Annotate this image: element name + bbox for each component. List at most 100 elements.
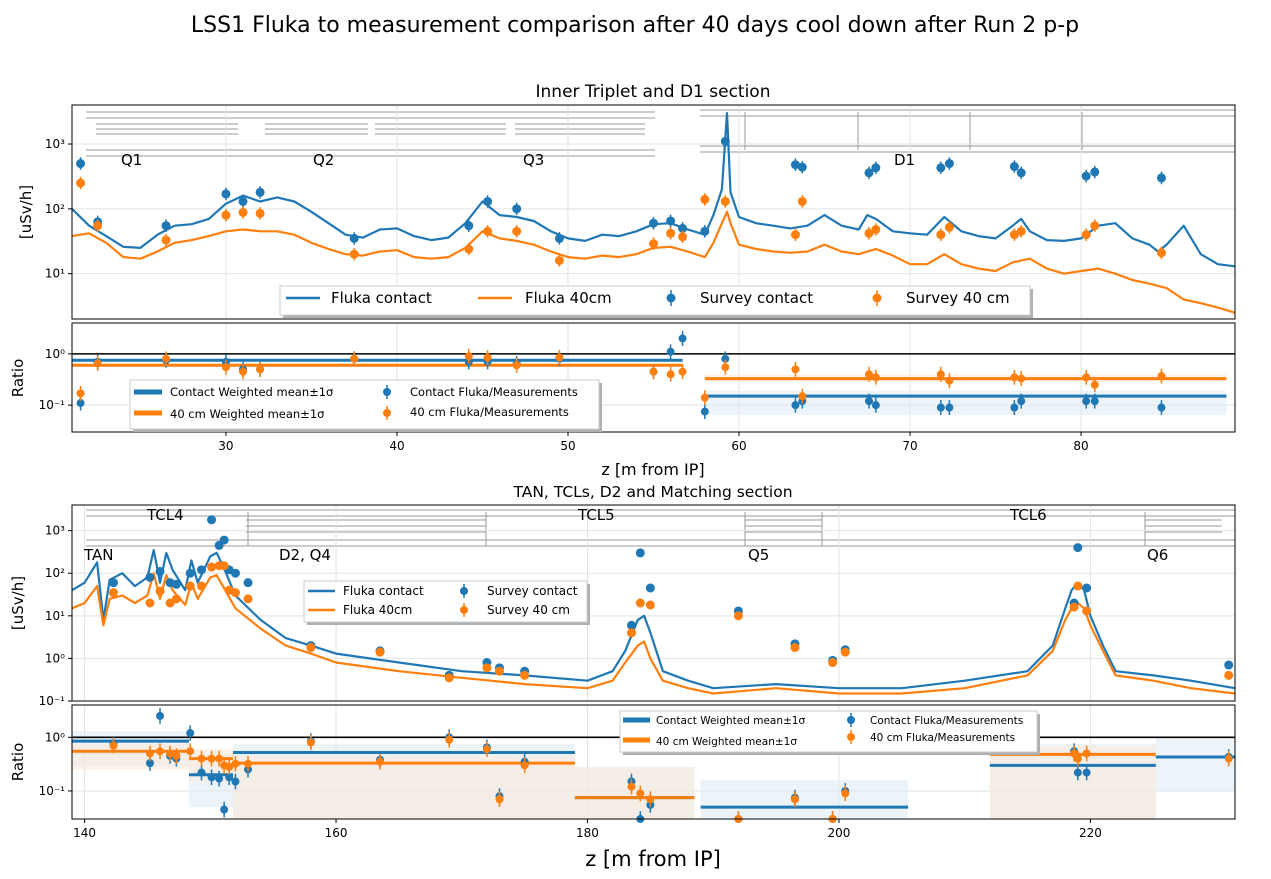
ratio-point-contact [1090,397,1099,406]
survey-point-contact [512,204,522,214]
survey-point-cm40 [482,663,492,673]
ratio-point-cm40 [936,370,945,379]
survey-point-contact [649,218,658,228]
ratio-point-contact [145,759,154,768]
survey-point-contact [238,196,248,206]
ratio-point-cm40 [1090,380,1099,389]
survey-point-cm40 [1009,230,1019,240]
ratio-point-contact [1082,397,1091,406]
bottom-dose-legend: Fluka contact Fluka 40cm Survey contact … [303,580,590,625]
survey-point-cm40 [197,581,207,591]
bottom-ratio-frame [71,704,1236,820]
ratio-point-cm40 [646,795,655,804]
bottom-dose-ylabel: [uSv/h] [9,576,27,630]
ratio-point-contact [700,407,709,416]
survey-point-contact [171,579,181,589]
legend-label: Survey contact [700,289,813,307]
survey-point-cm40 [1156,248,1166,258]
survey-point-contact [1156,173,1166,183]
survey-point-cm40 [444,673,454,683]
legend-marker-contact-ratio [847,716,855,724]
top-ratio-bands [72,353,1235,415]
ratio-point-contact [1010,403,1019,412]
survey-point-cm40 [700,194,710,204]
fluka-line-cm40 [71,210,1236,314]
survey-point-cm40 [145,598,155,608]
survey-point-cm40 [864,228,874,238]
ratio-point-cm40 [1017,374,1026,383]
ratio-point-cm40 [700,393,709,402]
survey-point-cm40 [733,611,743,621]
survey-point-contact [678,223,688,233]
weighted-mean-band-40cm [574,766,695,819]
survey-point-cm40 [520,670,530,680]
legend-label: Contact Weighted mean±1σ [170,385,333,399]
ratio-point-contact [1157,403,1166,412]
survey-point-contact [1081,171,1091,181]
magnet-label-q5: Q5 [748,546,769,564]
legend-label: Survey 40 cm [906,289,1010,307]
dose-ytick-label: 10¹ [45,267,65,281]
xtick-label: 30 [218,439,233,453]
survey-point-cm40 [108,588,118,598]
legend-marker-survey-40cm [460,606,468,614]
ratio-point-cm40 [841,789,850,798]
survey-point-contact [76,159,86,169]
ratio-point-cm40 [221,363,230,372]
survey-point-contact [483,196,493,206]
xtick-label: 140 [73,826,96,840]
magnet-label-d2q4: D2, Q4 [279,546,331,564]
ratio-point-cm40 [555,353,564,362]
ratio-point-cm40 [1073,754,1082,763]
ratio-point-cm40 [215,754,224,763]
ratio-point-cm40 [231,759,240,768]
top-ratio-yticks: 10⁻¹ 10⁰ [39,347,72,412]
xtick-label: 60 [731,439,746,453]
figure-suptitle: LSS1 Fluka to measurement comparison aft… [191,13,1079,38]
weighted-mean-band-contact [704,390,1227,415]
survey-point-cm40 [221,210,231,220]
survey-point-contact [626,620,636,630]
ratio-point-contact [186,729,195,738]
ratio-point-contact [1073,768,1082,777]
legend-label: 40 cm Weighted mean±1σ [656,736,797,748]
survey-point-contact [700,226,710,236]
top-ratio-frame [71,322,1236,433]
legend-label: Fluka 40cm [343,603,412,617]
survey-point-contact [554,233,564,243]
ratio-point-cm40 [1082,373,1091,382]
top-dose-ylabel: [uSv/h] [17,185,35,239]
survey-point-cm40 [161,235,171,245]
ratio-point-cm40 [520,761,529,770]
survey-point-contact [1082,583,1092,593]
survey-point-contact [864,168,874,178]
survey-point-cm40 [349,249,359,259]
survey-point-cm40 [790,643,800,653]
survey-point-cm40 [936,230,946,240]
ratio-point-cm40 [636,789,645,798]
xtick-label: 80 [1073,439,1088,453]
top-dose-panel: Inner Triplet and D1 section 10¹ 10² 10³ Q… [17,82,1236,320]
magnet-label-q3: Q3 [523,151,544,169]
ratio-point-contact [220,805,229,814]
survey-point-cm40 [93,221,103,231]
ratio-point-cm40 [350,354,359,363]
legend-box [619,710,1038,753]
bottom-dose-frame [71,504,1236,702]
bottom-dose-panel: TAN, TCLs, D2 and Matching section 10⁻¹1… [9,483,1236,708]
survey-point-contact [666,216,676,226]
ratio-point-cm40 [864,370,873,379]
legend-box [279,285,1031,316]
top-ratio-legend: Contact Weighted mean±1σ 40 cm Weighted … [129,379,602,432]
ratio-point-contact [1082,768,1091,777]
ratio-point-cm40 [1010,373,1019,382]
survey-point-cm40 [1016,226,1026,236]
ratio-point-cm40 [678,367,687,376]
survey-point-cm40 [1069,602,1079,612]
survey-point-cm40 [797,196,807,206]
survey-point-cm40 [219,561,229,571]
survey-point-cm40 [255,208,265,218]
magnet-label-q1: Q1 [121,151,142,169]
survey-point-cm40 [645,600,655,610]
